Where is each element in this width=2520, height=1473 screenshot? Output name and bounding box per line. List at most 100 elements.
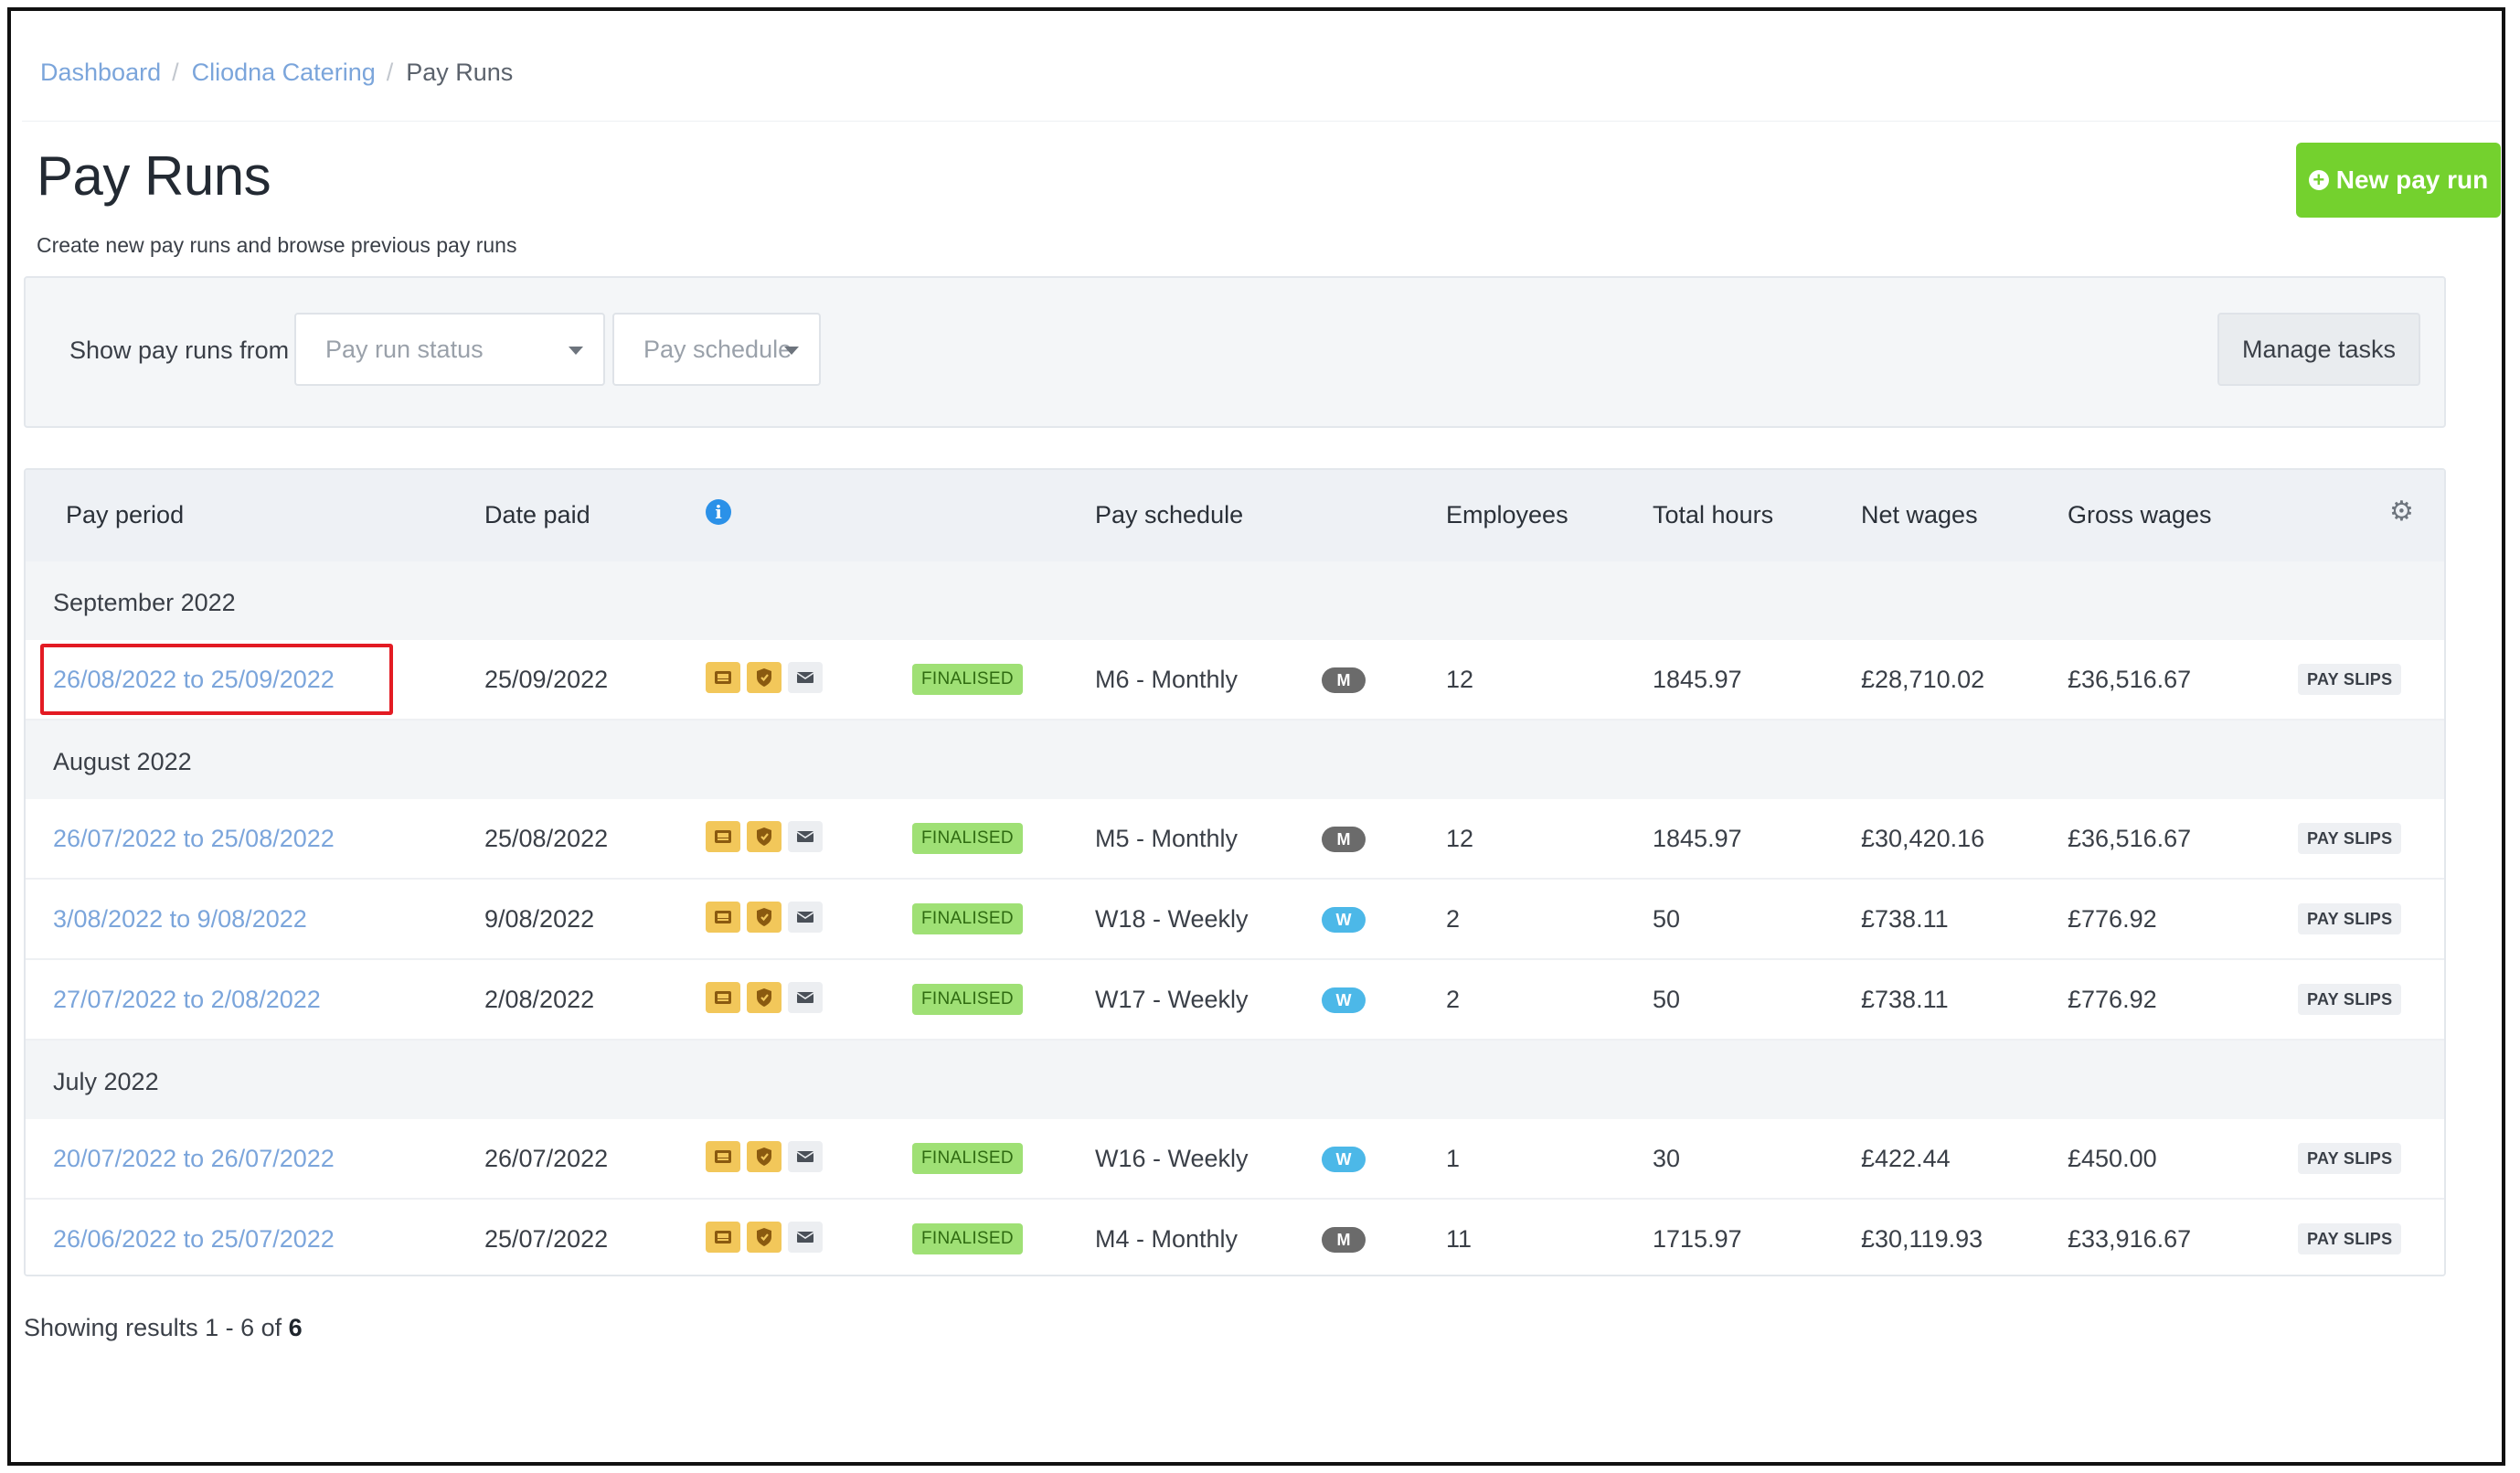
group-header: September 2022 (26, 561, 2444, 640)
pay-run-status-select[interactable]: Pay run status (294, 313, 605, 386)
pay-schedule-select[interactable]: Pay schedule (612, 313, 821, 386)
chevron-down-icon (784, 347, 799, 355)
pay-schedule: M6 - Monthly (1095, 666, 1239, 693)
frequency-badge: W (1322, 907, 1366, 933)
pay-schedule: M5 - Monthly (1095, 825, 1239, 852)
pay-period-link[interactable]: 20/07/2022 to 26/07/2022 (53, 1145, 335, 1172)
shield-icon[interactable] (747, 902, 782, 933)
envelope-icon[interactable] (788, 662, 823, 693)
pay-period-link[interactable]: 27/07/2022 to 2/08/2022 (53, 986, 321, 1013)
gross-wages: £776.92 (2068, 986, 2157, 1013)
envelope-icon[interactable] (788, 1141, 823, 1172)
column-gross-wages[interactable]: Gross wages (2068, 501, 2212, 528)
shield-icon[interactable] (747, 662, 782, 693)
date-paid: 26/07/2022 (484, 1145, 609, 1172)
frequency-badge: M (1322, 827, 1366, 852)
inbox-tray-icon[interactable] (706, 662, 740, 693)
header-divider (22, 121, 2502, 122)
pay-slips-button[interactable]: PAY SLIPS (2298, 664, 2402, 695)
breadcrumb-separator: / (386, 59, 394, 86)
date-paid: 9/08/2022 (484, 905, 595, 933)
pay-schedule: W18 - Weekly (1095, 905, 1249, 933)
status-icons (706, 982, 823, 1013)
status-icons (706, 821, 823, 852)
employees-count: 2 (1446, 986, 1461, 1013)
pay-period-link[interactable]: 26/06/2022 to 25/07/2022 (53, 1225, 335, 1253)
inbox-tray-icon[interactable] (706, 902, 740, 933)
column-net-wages[interactable]: Net wages (1861, 501, 1978, 528)
table-row: 20/07/2022 to 26/07/2022 26/07/2022 FINALI… (26, 1119, 2444, 1200)
envelope-icon[interactable] (788, 821, 823, 852)
results-total: 6 (288, 1314, 303, 1341)
manage-tasks-button[interactable]: Manage tasks (2217, 313, 2420, 386)
pay-slips-button[interactable]: PAY SLIPS (2298, 1143, 2402, 1174)
group-label: September 2022 (53, 589, 236, 616)
inbox-tray-icon[interactable] (706, 982, 740, 1013)
info-icon[interactable]: i (706, 499, 731, 525)
shield-icon[interactable] (747, 982, 782, 1013)
date-paid: 2/08/2022 (484, 986, 595, 1013)
inbox-tray-icon[interactable] (706, 1222, 740, 1253)
frequency-badge: M (1322, 1227, 1366, 1253)
table-row: 26/07/2022 to 25/08/2022 25/08/2022 FINALI… (26, 799, 2444, 880)
total-hours: 1845.97 (1653, 666, 1742, 693)
breadcrumb-dashboard[interactable]: Dashboard (40, 59, 162, 86)
pay-slips-button[interactable]: PAY SLIPS (2298, 903, 2402, 934)
total-hours: 1715.97 (1653, 1225, 1742, 1253)
pay-schedule-placeholder: Pay schedule (643, 335, 792, 363)
gross-wages: £36,516.67 (2068, 825, 2192, 852)
pay-slips-button[interactable]: PAY SLIPS (2298, 823, 2402, 854)
group-label: July 2022 (53, 1068, 159, 1095)
breadcrumb-separator: / (172, 59, 179, 86)
pay-slips-button[interactable]: PAY SLIPS (2298, 1223, 2402, 1254)
new-pay-run-button[interactable]: + New pay run (2296, 143, 2501, 218)
status-badge: FINALISED (912, 984, 1023, 1015)
column-pay-period[interactable]: Pay period (66, 501, 185, 528)
gross-wages: £33,916.67 (2068, 1225, 2192, 1253)
total-hours: 50 (1653, 986, 1681, 1013)
highlight-box (40, 644, 393, 715)
group-header: July 2022 (26, 1041, 2444, 1119)
pay-period-link[interactable]: 26/07/2022 to 25/08/2022 (53, 825, 335, 852)
gross-wages: £776.92 (2068, 905, 2157, 933)
column-pay-schedule[interactable]: Pay schedule (1095, 501, 1244, 528)
column-total-hours[interactable]: Total hours (1653, 501, 1774, 528)
total-hours: 30 (1653, 1145, 1681, 1172)
shield-icon[interactable] (747, 1222, 782, 1253)
envelope-icon[interactable] (788, 982, 823, 1013)
breadcrumb-company[interactable]: Cliodna Catering (191, 59, 376, 86)
shield-icon[interactable] (747, 821, 782, 852)
column-employees[interactable]: Employees (1446, 501, 1568, 528)
results-prefix: Showing results 1 - 6 of (24, 1314, 282, 1341)
employees-count: 1 (1446, 1145, 1461, 1172)
status-badge: FINALISED (912, 1143, 1023, 1174)
pay-period-link[interactable]: 26/08/2022 to 25/09/2022 (53, 666, 335, 693)
shield-icon[interactable] (747, 1141, 782, 1172)
plus-circle-icon: + (2308, 170, 2329, 190)
envelope-icon[interactable] (788, 902, 823, 933)
net-wages: £30,420.16 (1861, 825, 1985, 852)
breadcrumb-current: Pay Runs (406, 59, 514, 86)
table-row: 26/06/2022 to 25/07/2022 25/07/2022 FINALI… (26, 1200, 2444, 1275)
net-wages: £738.11 (1861, 905, 1949, 933)
gear-icon[interactable]: ⚙ (2389, 496, 2414, 527)
employees-count: 12 (1446, 666, 1474, 693)
pay-slips-button[interactable]: PAY SLIPS (2298, 984, 2402, 1015)
date-paid: 25/08/2022 (484, 825, 609, 852)
date-paid: 25/07/2022 (484, 1225, 609, 1253)
frequency-badge: W (1322, 1147, 1366, 1172)
new-pay-run-label: New pay run (2335, 165, 2489, 194)
inbox-tray-icon[interactable] (706, 1141, 740, 1172)
total-hours: 1845.97 (1653, 825, 1742, 852)
envelope-icon[interactable] (788, 1222, 823, 1253)
chevron-down-icon (569, 347, 583, 355)
employees-count: 11 (1446, 1225, 1473, 1253)
column-date-paid[interactable]: Date paid (484, 501, 590, 528)
status-icons (706, 902, 823, 933)
employees-count: 12 (1446, 825, 1474, 852)
pay-period-link[interactable]: 3/08/2022 to 9/08/2022 (53, 905, 307, 933)
inbox-tray-icon[interactable] (706, 821, 740, 852)
status-icons (706, 662, 823, 693)
net-wages: £738.11 (1861, 986, 1949, 1013)
filter-panel: Show pay runs from Pay run status Pay sc… (24, 276, 2446, 428)
